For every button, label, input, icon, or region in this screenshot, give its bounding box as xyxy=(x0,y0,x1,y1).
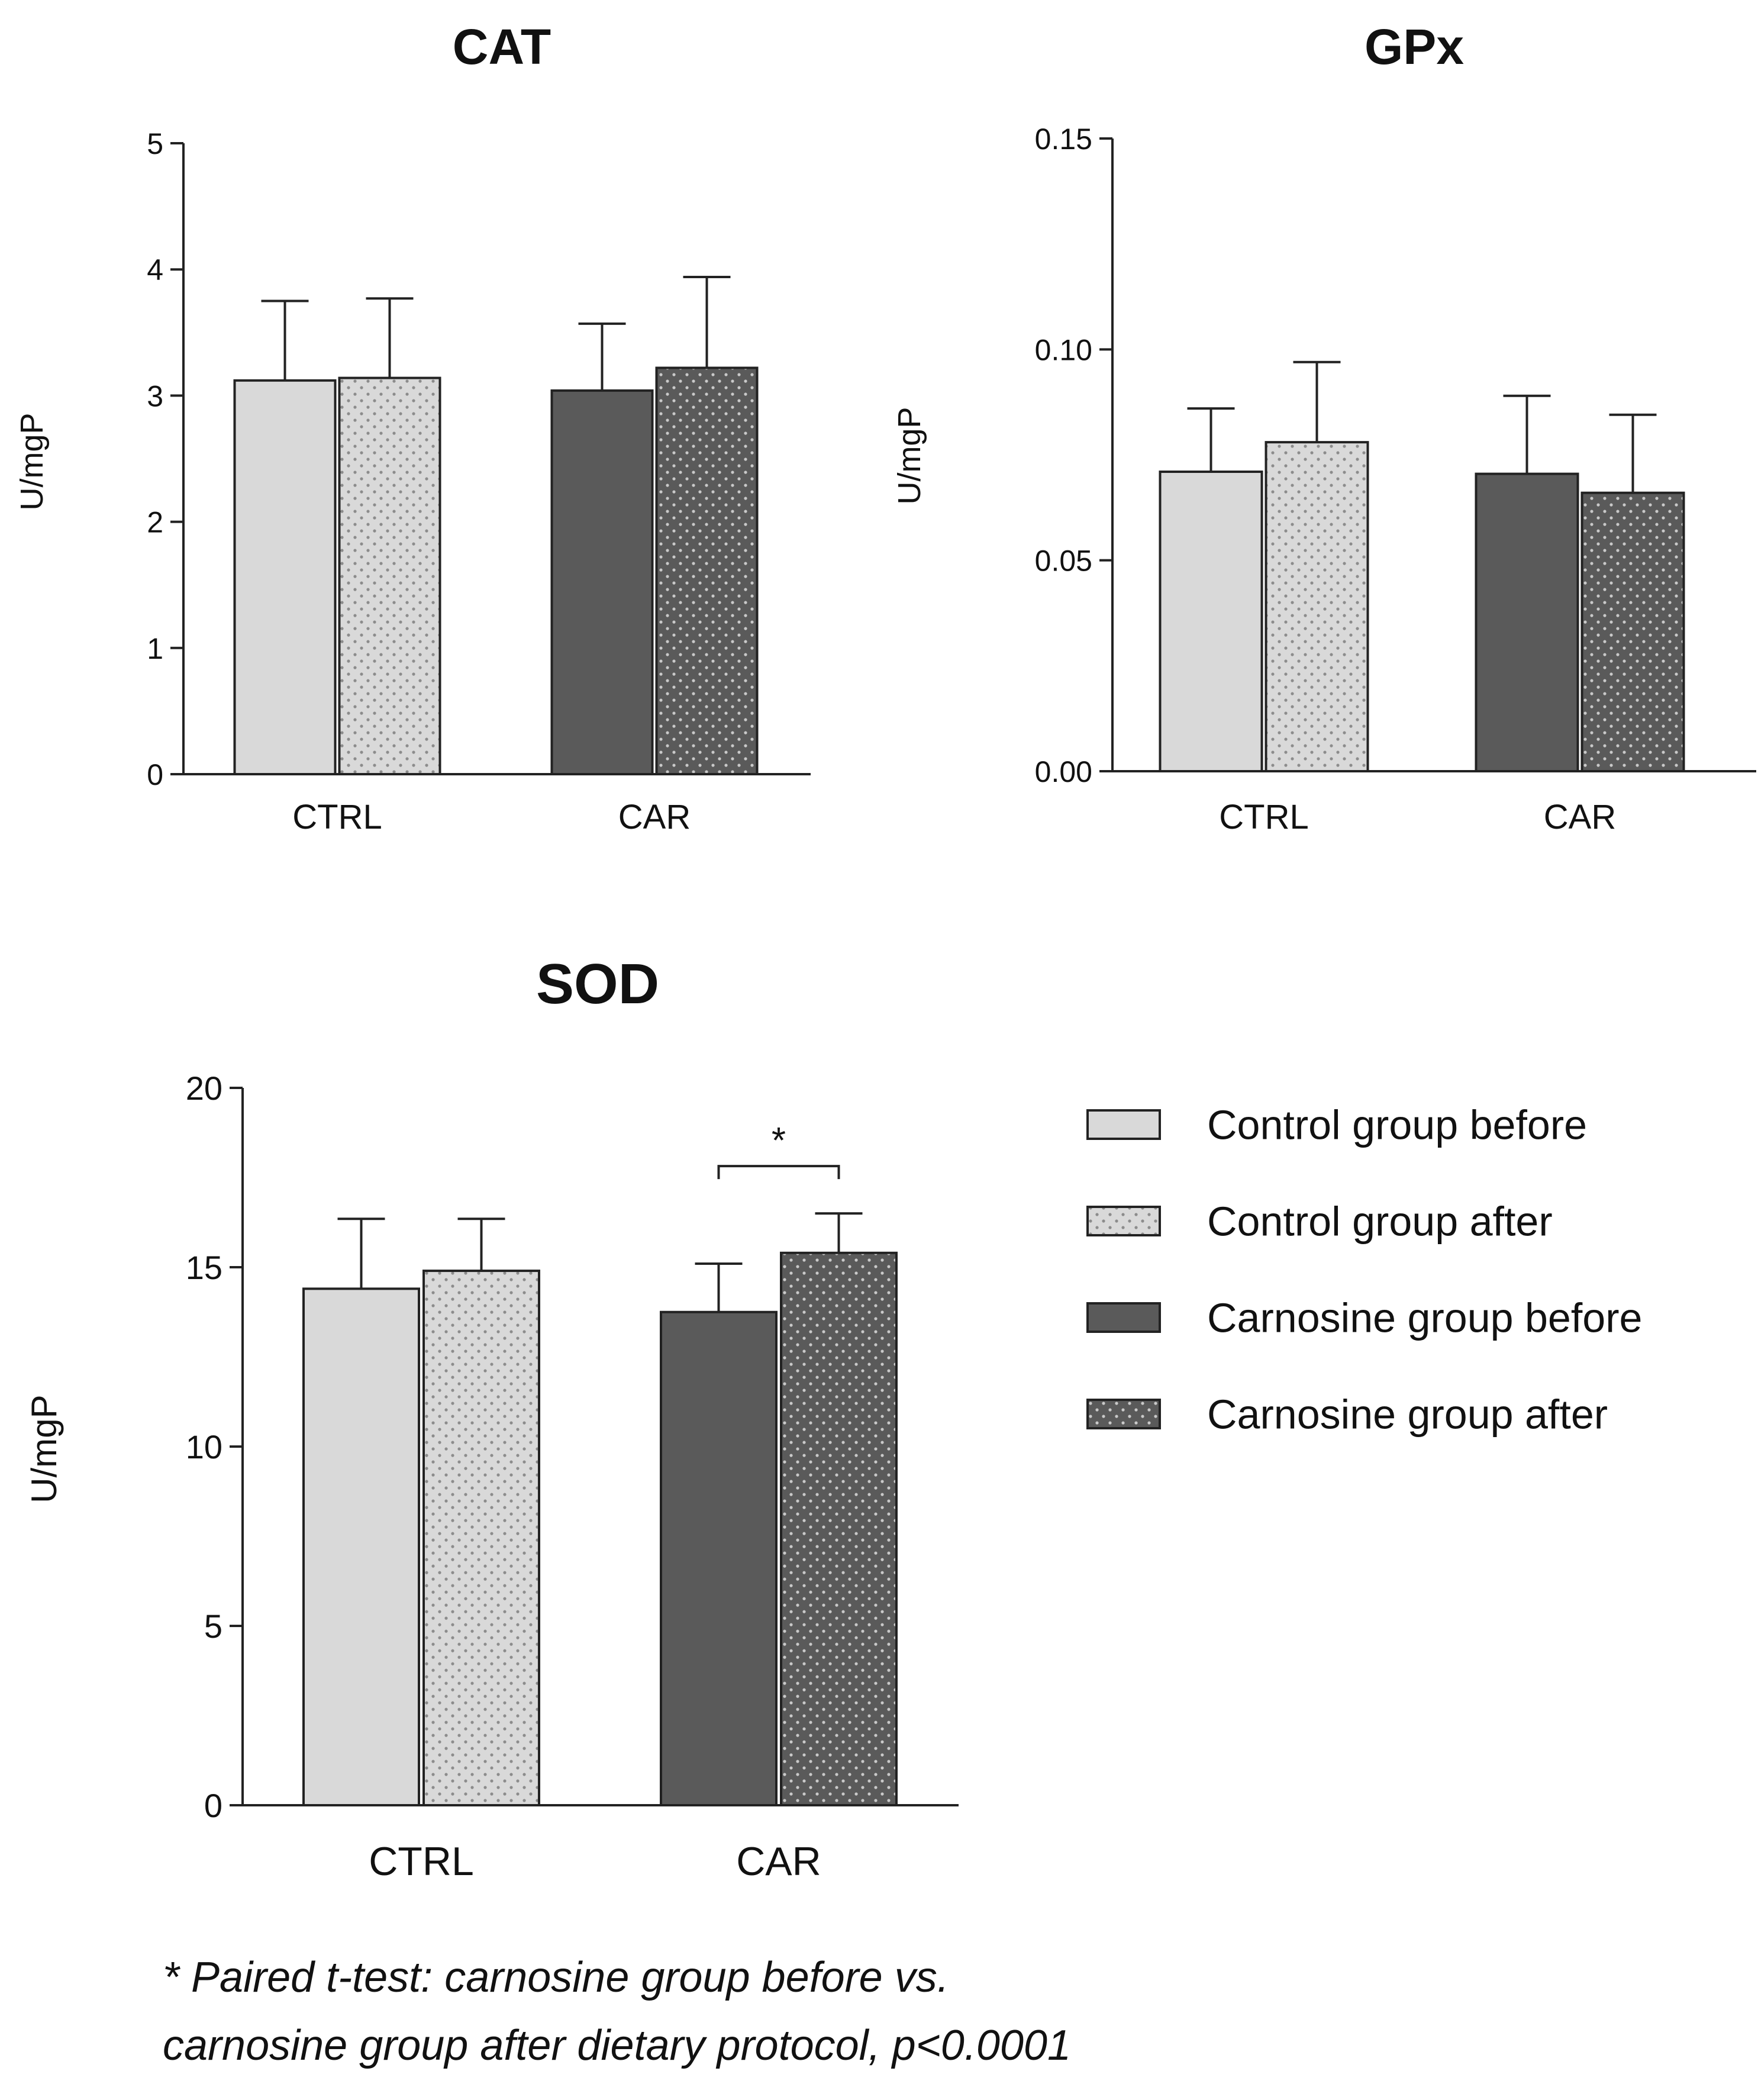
legend-item: Control group before xyxy=(1086,1102,1587,1148)
legend-label: Carnosine group before xyxy=(1207,1295,1642,1341)
sod-ytick-label: 20 xyxy=(186,1070,222,1107)
gpx-bar-carnosine_after xyxy=(1580,491,1685,772)
legend-swatch-carnosine_before xyxy=(1086,1302,1161,1333)
sod-bar-control_after xyxy=(422,1270,540,1807)
legend-label: Carnosine group after xyxy=(1207,1392,1608,1438)
sod-chart: SOD U/mgP 0 5 10 15 20 CTRL CAR * xyxy=(24,952,959,1884)
gpx-bar-carnosine_before xyxy=(1475,472,1579,772)
cat-title: CAT xyxy=(453,19,551,75)
gpx-category-label: CTRL xyxy=(1219,798,1308,836)
legend: Control group before Control group after C… xyxy=(1086,1102,1642,1438)
footnote-line-2: carnosine group after dietary protocol, … xyxy=(163,2022,1071,2069)
cat-ytick-label: 4 xyxy=(147,253,163,286)
cat-bar-control_after xyxy=(338,376,441,775)
sod-ylabel: U/mgP xyxy=(24,1394,64,1503)
cat-bar-carnosine_after xyxy=(655,366,759,775)
sod-ytick-label: 10 xyxy=(186,1428,222,1466)
gpx-ytick-label: 0.05 xyxy=(1035,545,1092,578)
footnote-line-1: * Paired t-test: carnosine group before … xyxy=(163,1954,949,2001)
cat-ytick-label: 0 xyxy=(147,758,163,791)
gpx-bar-control_before xyxy=(1159,471,1263,772)
cat-category-label: CTRL xyxy=(292,798,382,836)
gpx-chart: GPx U/mgP 0.00 0.05 0.10 0.15 CTRL CAR xyxy=(892,19,1756,836)
cat-category-label: CAR xyxy=(618,798,691,836)
gpx-ytick-label: 0.10 xyxy=(1035,333,1092,366)
cat-ytick-label: 3 xyxy=(147,379,163,413)
sod-ytick-label: 0 xyxy=(204,1787,222,1824)
sod-title: SOD xyxy=(536,952,659,1016)
legend-swatch-carnosine_after xyxy=(1086,1399,1161,1429)
sod-bar-carnosine_after xyxy=(780,1251,898,1806)
legend-label: Control group after xyxy=(1207,1199,1553,1245)
gpx-title: GPx xyxy=(1365,19,1464,75)
sod-significance-bracket xyxy=(717,1165,840,1180)
legend-label: Control group before xyxy=(1207,1102,1587,1148)
legend-item: Carnosine group before xyxy=(1086,1295,1642,1341)
legend-item: Control group after xyxy=(1086,1199,1553,1245)
gpx-ytick-label: 0.15 xyxy=(1035,123,1092,156)
sod-significance-marker: * xyxy=(772,1120,786,1161)
cat-ytick-label: 2 xyxy=(147,506,163,539)
legend-item: Carnosine group after xyxy=(1086,1392,1608,1438)
gpx-ylabel: U/mgP xyxy=(892,407,927,504)
gpx-category-label: CAR xyxy=(1544,798,1616,836)
sod-bar-carnosine_before xyxy=(660,1310,778,1806)
sod-ytick-label: 15 xyxy=(186,1249,222,1286)
gpx-bar-control_after xyxy=(1265,441,1369,772)
cat-bar-carnosine_before xyxy=(550,389,654,775)
cat-ytick-label: 1 xyxy=(147,632,163,665)
sod-ytick-label: 5 xyxy=(204,1608,222,1645)
sod-bar-control_before xyxy=(302,1287,420,1807)
gpx-ytick-label: 0.00 xyxy=(1035,755,1092,788)
cat-chart: CAT U/mgP 0 1 2 3 4 5 CTRL CAR xyxy=(14,19,811,836)
cat-bar-control_before xyxy=(233,379,337,775)
cat-ytick-label: 5 xyxy=(147,127,163,160)
sod-category-label: CAR xyxy=(736,1839,821,1884)
charts-layer: CAT U/mgP 0 1 2 3 4 5 CTRL CAR GPx U/mgP 0.00 0.05 0.1… xyxy=(14,19,1756,1884)
cat-ylabel: U/mgP xyxy=(14,413,50,510)
legend-swatch-control_before xyxy=(1086,1109,1161,1140)
sod-category-label: CTRL xyxy=(369,1839,474,1884)
legend-swatch-control_after xyxy=(1086,1206,1161,1236)
